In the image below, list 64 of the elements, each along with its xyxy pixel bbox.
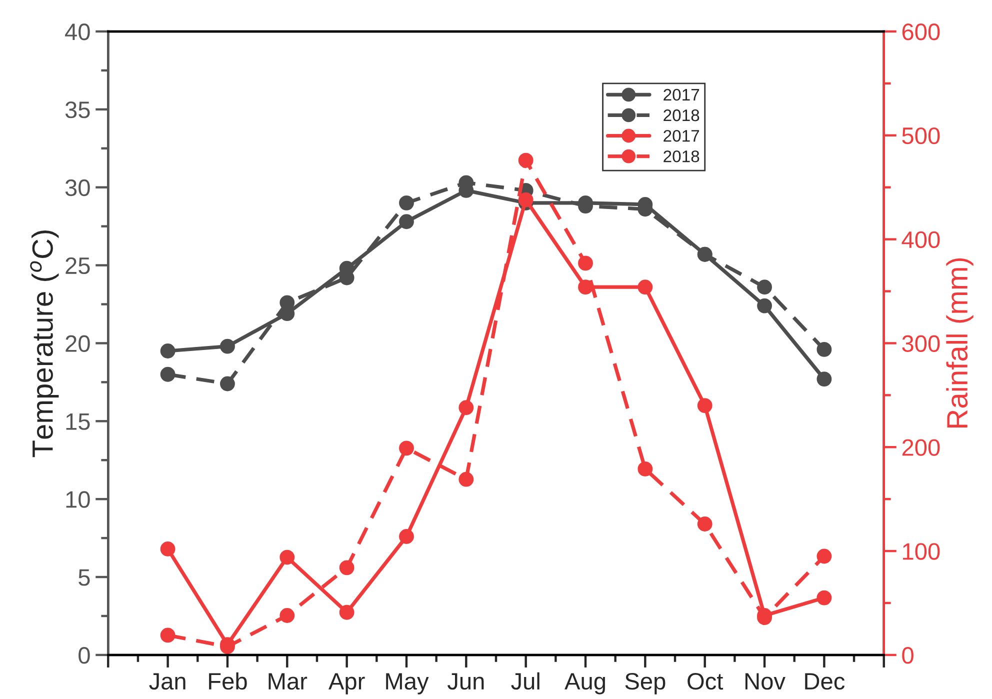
point — [280, 550, 295, 565]
point — [220, 376, 235, 392]
y2-tick-label: 0 — [902, 647, 914, 664]
point — [757, 298, 772, 314]
y2-tick-label: 300 — [902, 335, 940, 352]
point — [816, 342, 832, 357]
point — [518, 192, 534, 208]
point — [578, 256, 593, 271]
y-tick-label: 25 — [66, 257, 90, 274]
y-tick-label: 30 — [65, 179, 90, 196]
y2-tick-label: 600 — [902, 24, 940, 40]
point — [399, 214, 414, 230]
legend-label: 2017 — [664, 130, 700, 142]
y2-tick-label: 100 — [903, 543, 940, 560]
x-tick-label: Jul — [511, 672, 540, 690]
point — [220, 338, 235, 354]
point — [339, 604, 354, 620]
point — [638, 280, 653, 295]
point — [816, 548, 832, 564]
x-tick-label: Jun — [448, 673, 484, 690]
point — [160, 344, 176, 358]
x-tick-label: Apr — [328, 673, 365, 694]
point — [399, 529, 414, 544]
point — [638, 461, 653, 476]
x-tick-label: Sep — [625, 672, 666, 694]
x-tick-label: Oct — [688, 672, 724, 690]
point — [399, 440, 414, 456]
x-tick-label: Dec — [805, 673, 845, 690]
y2-axis-title: Rainfall (mm) — [946, 258, 974, 428]
x-tick-label: Jan — [149, 673, 186, 690]
y-axis-title: Temperature ($^{o}$C) — [30, 230, 59, 458]
y-tick-label: 40 — [65, 24, 90, 40]
point — [399, 195, 414, 210]
x-tick-label: May — [386, 673, 429, 694]
legend-label: 2017 — [664, 88, 700, 101]
y-tick-label: 0 — [78, 647, 90, 664]
point — [697, 398, 712, 414]
x-tick-label: Feb — [209, 672, 247, 690]
point — [816, 590, 832, 606]
y2-tick-label: 200 — [902, 439, 940, 456]
y-tick-label: 10 — [66, 491, 90, 508]
point — [339, 560, 354, 576]
y-tick-label: 15 — [66, 413, 90, 430]
point — [697, 516, 712, 532]
point — [160, 542, 176, 556]
point — [518, 152, 534, 168]
x-tick-label: Nov — [745, 673, 786, 690]
y-tick-label: 35 — [65, 101, 90, 118]
y-tick-label: 20 — [66, 335, 90, 352]
point — [458, 472, 474, 487]
point — [458, 400, 474, 416]
point — [757, 280, 772, 295]
x-tick-label: Aug — [564, 673, 605, 694]
point — [816, 372, 832, 387]
point — [160, 628, 176, 643]
y-tick-label: 5 — [78, 569, 90, 586]
legend-label: 2018 — [664, 150, 700, 162]
point — [160, 366, 176, 382]
point — [697, 246, 712, 262]
legend-label: 2018 — [664, 109, 700, 122]
point — [280, 608, 295, 623]
x-tick-label: Mar — [268, 673, 308, 690]
y2-tick-label: 500 — [902, 127, 940, 144]
y2-tick-label: 400 — [902, 231, 940, 248]
